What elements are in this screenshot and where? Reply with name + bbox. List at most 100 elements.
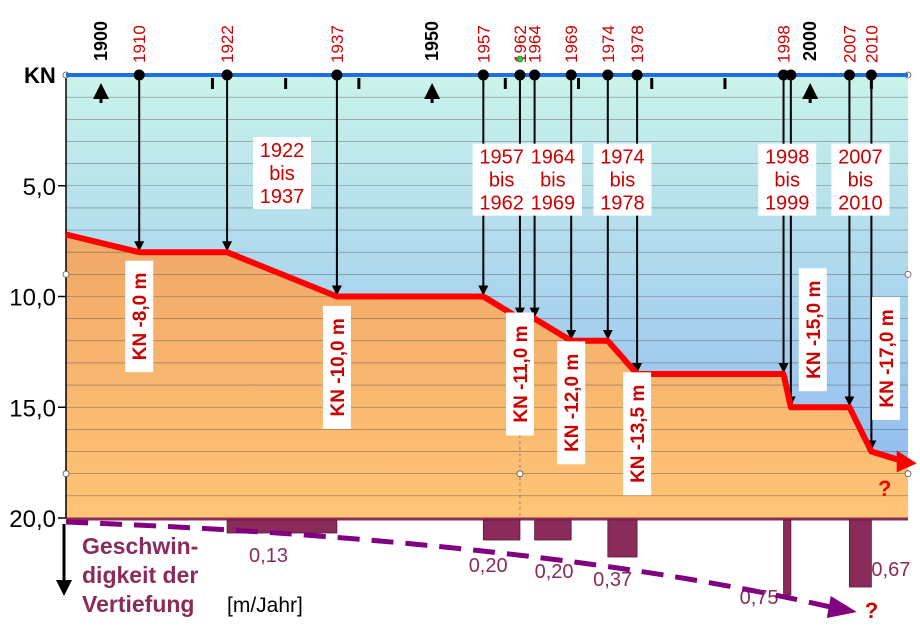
period-line: 1974 [600, 147, 645, 169]
milestone-label: 1900 [91, 21, 111, 61]
rate-trend-line [65, 519, 836, 611]
rate-bar [783, 519, 792, 596]
period-line: bis [540, 170, 566, 192]
y-tick-label: 10,0 [9, 285, 56, 312]
depth-label-box [872, 297, 901, 421]
period-line: bis [774, 170, 800, 192]
depth-label-text: KN -12,0 m [562, 354, 583, 452]
depth-label-text: KN -8,0 m [130, 273, 151, 361]
year-label: 2010 [862, 25, 881, 63]
depth-label: KN -12,0 m [557, 341, 586, 465]
frame-handle [516, 470, 524, 478]
y-tick-label: 20,0 [9, 506, 56, 533]
period-line: bis [489, 170, 515, 192]
period-line: 1922 [260, 140, 305, 162]
y-tick-label: 15,0 [9, 395, 56, 422]
milestone-marker [93, 83, 109, 99]
depth-label-box [557, 341, 586, 465]
year-label: 2007 [840, 25, 859, 63]
rate-value-label: 0,20 [469, 555, 508, 577]
depth-label-text: KN -15,0 m [804, 281, 825, 379]
period-line: 1969 [531, 193, 576, 215]
depth-label: KN -17,0 m [872, 297, 901, 421]
depth-label: KN -11,0 m [505, 312, 534, 436]
period-box [252, 137, 311, 210]
year-label: 1937 [328, 25, 347, 63]
rate-bar [534, 519, 572, 541]
rate-trend-arrowhead [826, 596, 857, 618]
year-label: 1969 [562, 25, 581, 63]
frame-handle [62, 470, 70, 478]
rate-value-label: 0,37 [593, 569, 632, 591]
period-labels: 1922bis19371957bis19621964bis19691974bis… [252, 137, 890, 216]
year-label: 1974 [599, 25, 618, 63]
depth-label: KN -15,0 m [798, 268, 827, 392]
depth-label-text: KN -17,0 m [877, 309, 898, 407]
period-line: 1937 [260, 186, 305, 208]
depth-label-box [505, 312, 534, 436]
period-box [472, 143, 531, 216]
depth-label: KN -13,5 m [623, 372, 652, 496]
ground-fill [66, 234, 908, 519]
rate-unit: [m/Jahr] [227, 594, 303, 617]
depth-label-box [322, 305, 351, 429]
milestone-label: 1950 [422, 21, 442, 61]
y-tick-label: 5,0 [23, 174, 56, 201]
period-line: 1999 [765, 193, 810, 215]
period-line: bis [610, 170, 636, 192]
period-line: 1978 [600, 193, 645, 215]
depth-label-box [125, 260, 154, 373]
profile-line [65, 231, 902, 464]
depth-label-text: KN -13,5 m [628, 385, 649, 483]
rate-section: 0,13 0,20 0,20 0,370,750,67?Geschwin-digkei… [56, 519, 910, 623]
rate-future-mark: ? [865, 598, 878, 623]
depth-axis: 5,0 10,0 15,0 20,0 [9, 71, 912, 533]
period-line: 1964 [531, 147, 576, 169]
frame-handle [904, 470, 912, 478]
depth-label-text: KN -11,0 m [511, 325, 532, 422]
depth-profile: ? [65, 231, 917, 501]
down-arrow-head [56, 580, 72, 596]
rate-bar [849, 519, 872, 588]
year-label: 1910 [130, 25, 149, 63]
rate-bar [482, 519, 521, 541]
depth-label: KN -8,0 m [125, 260, 154, 373]
frame-handle [904, 270, 912, 278]
rate-title-line: digkeit der [82, 562, 198, 588]
profile-future-mark: ? [878, 476, 891, 501]
period-box [593, 143, 652, 216]
kn-label: KN [24, 63, 56, 88]
helper-handle [516, 55, 524, 63]
year-label: 1957 [474, 25, 493, 63]
period-box [831, 143, 890, 216]
period-line: 1962 [479, 193, 524, 215]
period-line: 2010 [838, 193, 883, 215]
rate-value-label: 0,20 [535, 561, 574, 583]
ground-area [66, 234, 908, 519]
milestone-marker [424, 83, 441, 99]
period-line: 1957 [479, 147, 524, 169]
depth-label: KN -10,0 m [322, 305, 351, 429]
depth-label-box [623, 372, 652, 496]
period-box [758, 143, 817, 216]
milestone-marker [802, 83, 819, 99]
period-line: 2007 [838, 147, 883, 169]
rate-title-line: Vertiefung [82, 591, 194, 617]
depth-labels: KN -8,0 m KN -10,0 m KN -11,0 m KN -12,0 m K… [125, 260, 901, 496]
period-line: bis [848, 170, 874, 192]
rate-bar [607, 519, 638, 558]
rate-title-line: Geschwin- [82, 533, 198, 559]
profile-arrowhead [896, 450, 917, 473]
frame-handle [62, 270, 70, 278]
year-label: 1922 [218, 25, 237, 63]
depth-label-text: KN -10,0 m [328, 318, 349, 416]
year-label: 1998 [775, 25, 794, 63]
rate-value-label: 0,67 [871, 559, 910, 581]
